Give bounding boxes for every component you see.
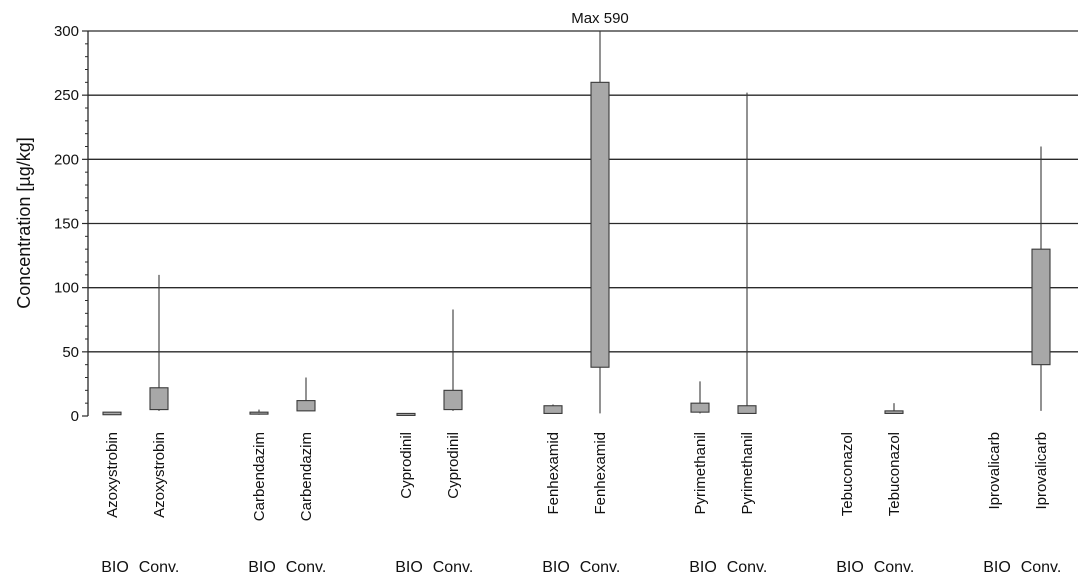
category-label-cyprodinil-bio: Cyprodinil	[398, 432, 415, 499]
y-axis-label: Concentration [µg/kg]	[14, 137, 34, 308]
group-label-pyrimethanil-bio: BIO	[689, 559, 717, 576]
group-label-tebuconazol-bio: BIO	[836, 559, 864, 576]
max-annotation: Max 590	[571, 10, 629, 27]
grid-lines	[88, 30, 1078, 353]
box-fenhexamid-conv	[590, 81, 610, 368]
category-label-fenhexamid-bio: Fenhexamid	[545, 432, 562, 515]
category-label-fenhexamid-conv: Fenhexamid	[592, 432, 609, 515]
box-cyprodinil-bio	[396, 412, 416, 416]
box-azoxystrobin-bio	[102, 411, 122, 416]
category-label-tebuconazol-conv: Tebuconazol	[886, 432, 903, 516]
y-tick-label-300: 300	[54, 23, 79, 40]
category-label-tebuconazol-bio: Tebuconazol	[839, 432, 856, 516]
box-pyrimethanil-bio	[690, 402, 710, 413]
group-label-iprovalicarb-conv: Conv.	[1021, 559, 1062, 576]
category-labels: Azoxystrobin BIO Azoxystrobin Conv. Carbenda…	[101, 432, 1061, 576]
group-label-tebuconazol-conv: Conv.	[874, 559, 915, 576]
category-label-iprovalicarb-bio: Iprovalicarb	[986, 432, 1003, 510]
category-label-pyrimethanil-bio: Pyrimethanil	[692, 432, 709, 515]
group-label-azoxystrobin-conv: Conv.	[139, 559, 180, 576]
group-label-carbendazim-conv: Conv.	[286, 559, 327, 576]
group-label-cyprodinil-bio: BIO	[395, 559, 423, 576]
box-series: Max 590	[102, 10, 1051, 416]
y-tick-label-200: 200	[54, 151, 79, 168]
group-label-fenhexamid-bio: BIO	[542, 559, 570, 576]
group-label-iprovalicarb-bio: BIO	[983, 559, 1011, 576]
box-carbendazim-conv	[296, 400, 316, 412]
category-label-azoxystrobin-conv: Azoxystrobin	[151, 432, 168, 518]
y-tick-label-100: 100	[54, 280, 79, 297]
box-fenhexamid-bio	[543, 405, 563, 414]
group-label-cyprodinil-conv: Conv.	[433, 559, 474, 576]
y-tick-label-150: 150	[54, 216, 79, 233]
box-iprovalicarb-conv	[1031, 248, 1051, 366]
category-label-pyrimethanil-conv: Pyrimethanil	[739, 432, 756, 515]
group-label-carbendazim-bio: BIO	[248, 559, 276, 576]
group-label-pyrimethanil-conv: Conv.	[727, 559, 768, 576]
axes: 0 50 100 150 200 250 300	[54, 23, 89, 425]
category-label-carbendazim-conv: Carbendazim	[298, 432, 315, 521]
y-tick-label-250: 250	[54, 87, 79, 104]
box-carbendazim-bio	[249, 411, 269, 415]
category-label-iprovalicarb-conv: Iprovalicarb	[1033, 432, 1050, 510]
category-label-azoxystrobin-bio: Azoxystrobin	[104, 432, 121, 518]
box-pyrimethanil-conv	[737, 405, 757, 414]
box-tebuconazol-conv	[884, 410, 904, 414]
category-label-cyprodinil-conv: Cyprodinil	[445, 432, 462, 499]
box-cyprodinil-conv	[443, 389, 463, 411]
box-azoxystrobin-conv	[149, 387, 169, 411]
y-tick-label-50: 50	[62, 344, 79, 361]
category-label-carbendazim-bio: Carbendazim	[251, 432, 268, 521]
group-label-azoxystrobin-bio: BIO	[101, 559, 129, 576]
y-tick-label-0: 0	[71, 408, 79, 425]
group-label-fenhexamid-conv: Conv.	[580, 559, 621, 576]
